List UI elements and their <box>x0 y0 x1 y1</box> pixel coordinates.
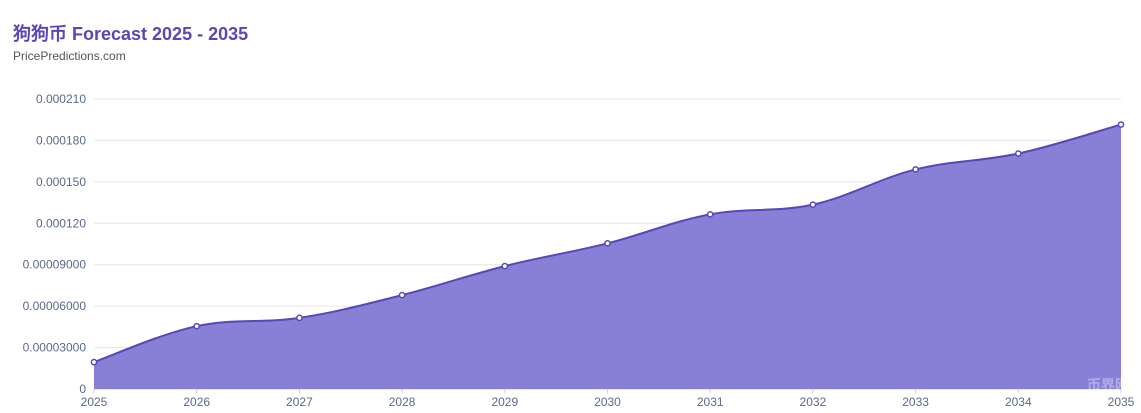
x-tick-label: 2029 <box>491 395 518 409</box>
data-point[interactable] <box>1014 150 1022 157</box>
y-tick-label: 0.000210 <box>36 92 86 106</box>
series-area-fill <box>94 124 1121 390</box>
x-tick-label: 2026 <box>183 395 210 409</box>
data-point[interactable] <box>604 239 611 247</box>
y-tick-label: 0.00003000 <box>23 341 87 355</box>
x-tick-label: 2028 <box>389 395 416 409</box>
y-tick-label: 0.00006000 <box>23 299 87 313</box>
x-tick-label: 2031 <box>697 395 724 409</box>
data-point[interactable] <box>1117 121 1125 128</box>
data-point[interactable] <box>809 201 817 208</box>
data-points <box>90 121 1125 366</box>
data-point[interactable] <box>706 210 714 218</box>
y-tick-label: 0.000180 <box>36 133 86 147</box>
x-tick-label: 2030 <box>594 395 621 409</box>
y-tick-label: 0.000120 <box>36 216 86 230</box>
y-tick-label: 0 <box>79 382 86 396</box>
x-tick-label: 2034 <box>1005 395 1032 409</box>
x-tick-label: 2033 <box>902 395 929 409</box>
x-tick-label: 2025 <box>81 395 108 409</box>
watermark-logo: 币界网 <box>1087 377 1129 393</box>
y-tick-label: 0.00009000 <box>23 258 87 272</box>
x-tick-label: 2035 <box>1108 395 1135 409</box>
data-point[interactable] <box>398 291 406 299</box>
x-tick-label: 2027 <box>286 395 313 409</box>
chart-subtitle: PricePredictions.com <box>13 49 126 63</box>
data-point[interactable] <box>90 358 98 366</box>
y-axis-ticks: 0 0.00003000 0.00006000 0.00009000 0.000120 0… <box>23 92 87 396</box>
data-point[interactable] <box>501 262 509 270</box>
data-point[interactable] <box>296 314 303 322</box>
x-tick-label: 2032 <box>800 395 827 409</box>
data-point[interactable] <box>912 166 919 173</box>
y-tick-label: 0.000150 <box>36 175 86 189</box>
chart-title: 狗狗币 Forecast 2025 - 2035 <box>13 24 249 44</box>
x-axis-ticks: 2025 2026 2027 2028 2029 2030 2031 2032 2033 2034… <box>81 389 1135 409</box>
data-point[interactable] <box>193 322 201 330</box>
